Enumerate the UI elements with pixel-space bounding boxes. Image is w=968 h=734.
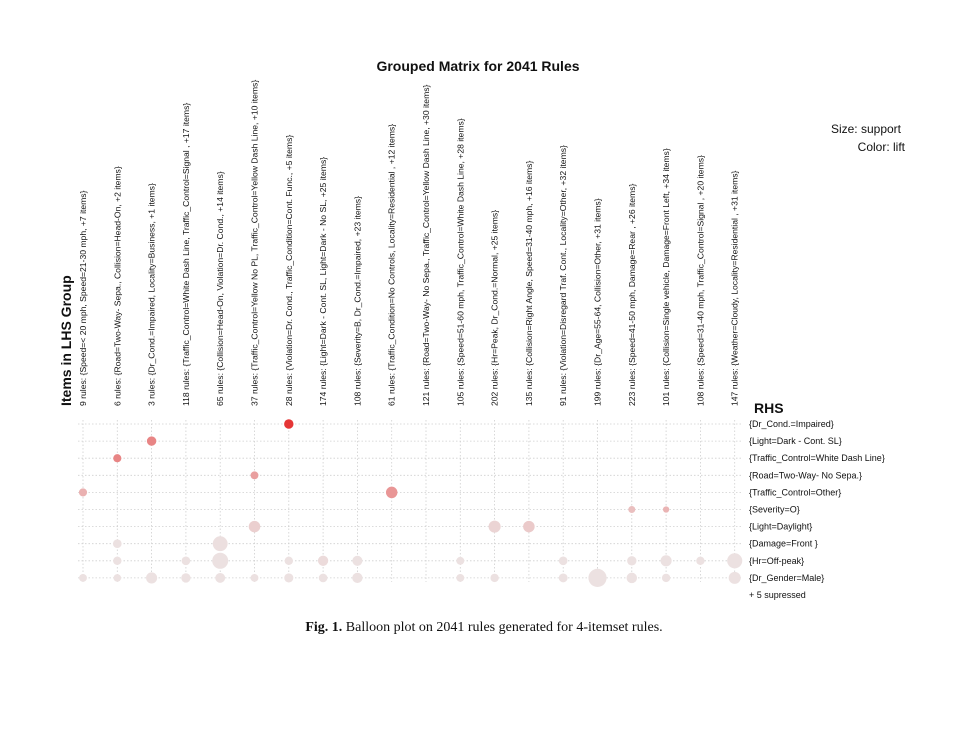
- caption-text: Balloon plot on 2041 rules generated for…: [345, 620, 663, 635]
- lhs-group-label: 6 rules: {Road=Two-Way- Sepa., Collision…: [112, 166, 122, 406]
- lhs-group-label: 118 rules: {Traffic_Control=White Dash L…: [181, 103, 191, 406]
- lhs-group-label: 28 rules: {Violation=Dr. Cond., Traffic_…: [284, 135, 294, 406]
- balloon-point: [626, 572, 638, 584]
- balloon-point: [627, 556, 637, 566]
- color-legend: Color: lift: [858, 140, 906, 154]
- balloon-point: [78, 488, 88, 497]
- balloon-point: [588, 568, 607, 587]
- lhs-group-label: 37 rules: {Traffic_Control=Yellow No PL,…: [250, 80, 260, 406]
- balloon-point: [662, 506, 670, 513]
- balloon-point: [113, 556, 122, 565]
- lhs-group-label: 135 rules: {Collision=Right Angle, Speed…: [524, 161, 534, 406]
- balloon-point: [250, 573, 259, 582]
- rhs-item-label: {Severity=O}: [749, 505, 800, 515]
- lhs-group-labels: 9 rules: {Speed=< 20 mph, Speed=21-30 mp…: [78, 80, 740, 406]
- balloon-point: [352, 555, 363, 566]
- lhs-group-label: 91 rules: {Violation=Disregard Traf. Con…: [558, 145, 568, 406]
- rhs-item-label: {Road=Two-Way- No Sepa.}: [749, 470, 862, 480]
- lhs-group-label: 61 rules: {Traffic_Condition=No Controls…: [387, 124, 397, 406]
- balloon-point: [728, 571, 741, 584]
- rhs-item-label: {Hr=Off-peak}: [749, 556, 804, 566]
- balloon-point: [661, 573, 671, 583]
- balloon-point: [317, 555, 329, 566]
- lhs-group-label: 174 rules: {Light=Dark - Cont. SL, Light…: [318, 157, 328, 406]
- balloon-point: [181, 556, 191, 566]
- balloon-point: [727, 553, 743, 569]
- balloon-point: [385, 486, 398, 499]
- size-legend: Size: support: [831, 122, 902, 136]
- balloon-point: [628, 506, 636, 513]
- caption-label: Fig. 1.: [305, 620, 343, 635]
- lhs-group-label: 65 rules: {Collision=Head-On, Violation=…: [215, 171, 225, 406]
- rhs-item-labels: {Dr_Cond.=Impaired} {Light=Dark - Cont. S…: [749, 419, 885, 600]
- balloon-point: [284, 573, 294, 583]
- balloon-point: [215, 572, 226, 583]
- lhs-group-label: 9 rules: {Speed=< 20 mph, Speed=21-30 mp…: [78, 190, 88, 406]
- balloon-point: [660, 555, 672, 567]
- balloon-point: [250, 471, 259, 480]
- balloon-point: [488, 520, 501, 533]
- rhs-item-label: + 5 supressed: [749, 590, 806, 600]
- balloon-point: [79, 573, 87, 582]
- balloon-point: [113, 574, 122, 582]
- lhs-group-label: 108 rules: {Severity=B, Dr_Cond.=Impaire…: [352, 196, 362, 406]
- lhs-group-label: 121 rules: {Road=Two-Way- No Sepa., Traf…: [421, 84, 431, 406]
- lhs-group-label: 199 rules: {Dr_Age=55-64, Collision=Othe…: [593, 198, 603, 406]
- rhs-item-label: {Traffic_Control=Other}: [749, 487, 841, 497]
- balloon-point: [284, 556, 293, 565]
- balloon-point: [696, 556, 705, 565]
- y-axis-title: RHS: [754, 400, 784, 416]
- balloon-point: [352, 572, 363, 584]
- balloon-point: [181, 573, 191, 583]
- balloon-point: [212, 536, 228, 552]
- lhs-group-label: 108 rules: {Speed=31-40 mph, Traffic_Con…: [695, 155, 705, 406]
- balloon-point: [456, 556, 465, 565]
- balloon-point: [112, 539, 122, 549]
- lhs-group-label: 101 rules: {Collision=Single vehicle, Da…: [661, 148, 671, 406]
- balloon-point: [523, 520, 535, 533]
- balloon-point: [146, 572, 158, 584]
- figure-caption: Fig. 1. Balloon plot on 2041 rules gener…: [0, 620, 968, 636]
- balloon-point: [558, 573, 568, 583]
- x-axis-title: Items in LHS Group: [58, 275, 74, 406]
- rhs-item-label: {Dr_Gender=Male}: [749, 573, 824, 583]
- balloon-point: [113, 454, 122, 463]
- balloon-point: [318, 573, 328, 583]
- rhs-item-label: {Dr_Cond.=Impaired}: [749, 419, 834, 429]
- rhs-item-label: {Damage=Front }: [749, 539, 818, 549]
- grid-lines: [78, 420, 742, 582]
- lhs-group-label: 202 rules: {Hr=Peak, Dr_Cond.=Normal, +2…: [490, 210, 500, 406]
- balloon-point: [456, 573, 465, 582]
- rhs-item-label: {Light=Daylight}: [749, 522, 812, 532]
- lhs-group-label: 223 rules: {Speed=41-50 mph, Damage=Rear…: [627, 183, 637, 406]
- balloon-point: [284, 419, 294, 429]
- balloon-point: [212, 552, 229, 569]
- balloon-point: [490, 573, 499, 583]
- balloon-point: [558, 556, 568, 566]
- lhs-group-label: 105 rules: {Speed=51-60 mph, Traffic_Con…: [455, 118, 465, 406]
- rhs-item-label: {Light=Dark - Cont. SL}: [749, 436, 842, 446]
- balloon-point: [146, 436, 157, 446]
- lhs-group-label: 147 rules: {Weather=Cloudy, Locality=Res…: [730, 170, 740, 406]
- rhs-item-label: {Traffic_Control=White Dash Line}: [749, 453, 885, 463]
- chart-title: Grouped Matrix for 2041 Rules: [376, 58, 579, 74]
- balloons: [78, 419, 743, 587]
- balloon-point: [248, 520, 261, 533]
- lhs-group-label: 3 rules: {Dr_Cond.=Impaired, Locality=Bu…: [147, 183, 157, 406]
